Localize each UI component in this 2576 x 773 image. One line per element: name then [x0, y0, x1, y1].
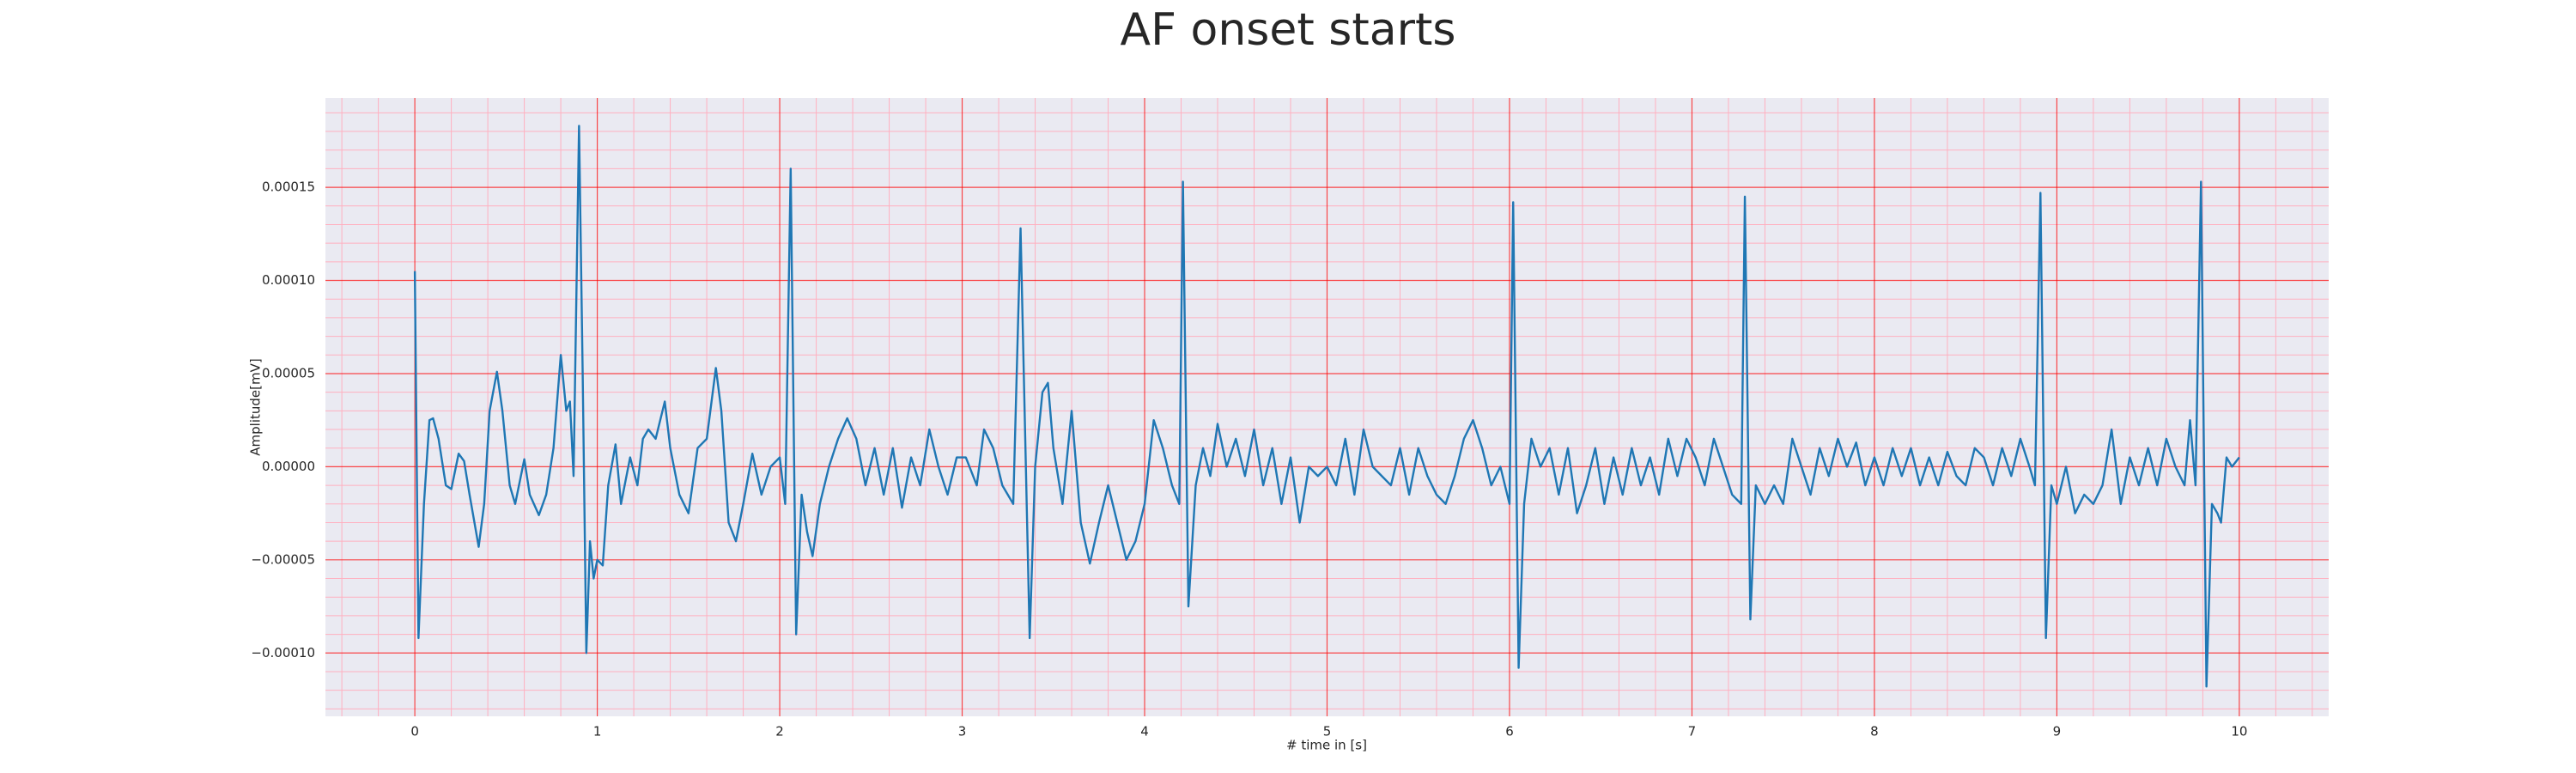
- chart-title: AF onset starts: [1121, 4, 1456, 56]
- x-tick-label: 10: [2231, 724, 2247, 740]
- x-axis-label: # time in [s]: [1286, 738, 1367, 753]
- y-axis-label: Amplitude[mV]: [248, 358, 264, 455]
- x-tick-label: 6: [1505, 724, 1514, 740]
- y-tick-label: 0.00010: [262, 272, 315, 288]
- x-tick-label: 1: [593, 724, 602, 740]
- y-tick-label: −0.00005: [251, 551, 315, 567]
- x-tick-label: 7: [1688, 724, 1697, 740]
- signal-line: [413, 125, 2240, 688]
- x-tick-label: 5: [1323, 724, 1332, 740]
- x-tick-label: 8: [1870, 724, 1879, 740]
- x-tick-label: 3: [958, 724, 967, 740]
- x-tick-label: 9: [2053, 724, 2062, 740]
- x-tick-label: 0: [410, 724, 419, 740]
- y-tick-label: 0.00000: [262, 459, 315, 474]
- y-tick-label: −0.00010: [251, 645, 315, 660]
- x-tick-label: 2: [775, 724, 784, 740]
- y-tick-label: 0.00015: [262, 180, 315, 195]
- y-tick-label: 0.00005: [262, 365, 315, 380]
- x-tick-label: 4: [1140, 724, 1149, 740]
